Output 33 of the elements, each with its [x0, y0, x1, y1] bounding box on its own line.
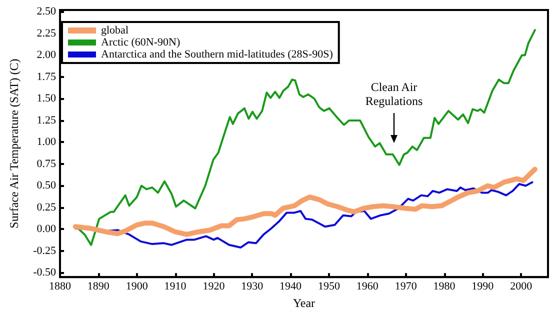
x-tick-label: 1890 [87, 280, 110, 293]
y-tick-label: 0.00 [36, 223, 56, 236]
y-tick-label: 1.75 [36, 70, 56, 83]
x-tick-label: 1950 [318, 280, 340, 293]
y-tick-label: 0.25 [36, 201, 56, 214]
y-tick-label: -0.25 [33, 245, 56, 257]
x-tick-label: 1920 [202, 280, 226, 293]
annotation: Clean Air Regulations [365, 80, 423, 108]
legend-label: global [101, 24, 128, 36]
x-axis-title: Year [292, 296, 316, 310]
x-tick-label: 1910 [164, 280, 187, 293]
x-tick-label: 1930 [241, 280, 264, 293]
x-tick-label: 2000 [510, 280, 533, 293]
x-tick-label: 1960 [356, 280, 379, 293]
x-tick-label: 1880 [49, 280, 72, 293]
y-tick-label: 1.25 [36, 114, 56, 126]
y-tick-label: 2.00 [36, 49, 56, 62]
x-tick-label: 1980 [433, 280, 456, 293]
y-tick-label: 1.50 [36, 92, 56, 105]
y-tick-label: 1.00 [36, 136, 56, 148]
x-tick-label: 1990 [472, 280, 494, 293]
y-tick-label: 2.25 [36, 27, 56, 40]
x-tick-label: 1900 [126, 280, 148, 293]
y-tick-label: -0.50 [33, 266, 56, 279]
line-series [74, 181, 534, 249]
y-tick-label: 2.50 [36, 6, 56, 18]
legend-label: Antarctica and the Southern mid-latitudes (28S-90S) [101, 48, 334, 60]
y-tick-label: 0.75 [36, 158, 56, 170]
y-axis-title: Surface Air Temperature (SAT) (C) [7, 58, 21, 228]
y-tick-label: 0.50 [36, 180, 56, 192]
legend-label: Arctic (60N-90N) [101, 36, 180, 48]
x-tick-label: 1940 [280, 280, 302, 293]
x-tick-label: 1970 [394, 280, 418, 293]
